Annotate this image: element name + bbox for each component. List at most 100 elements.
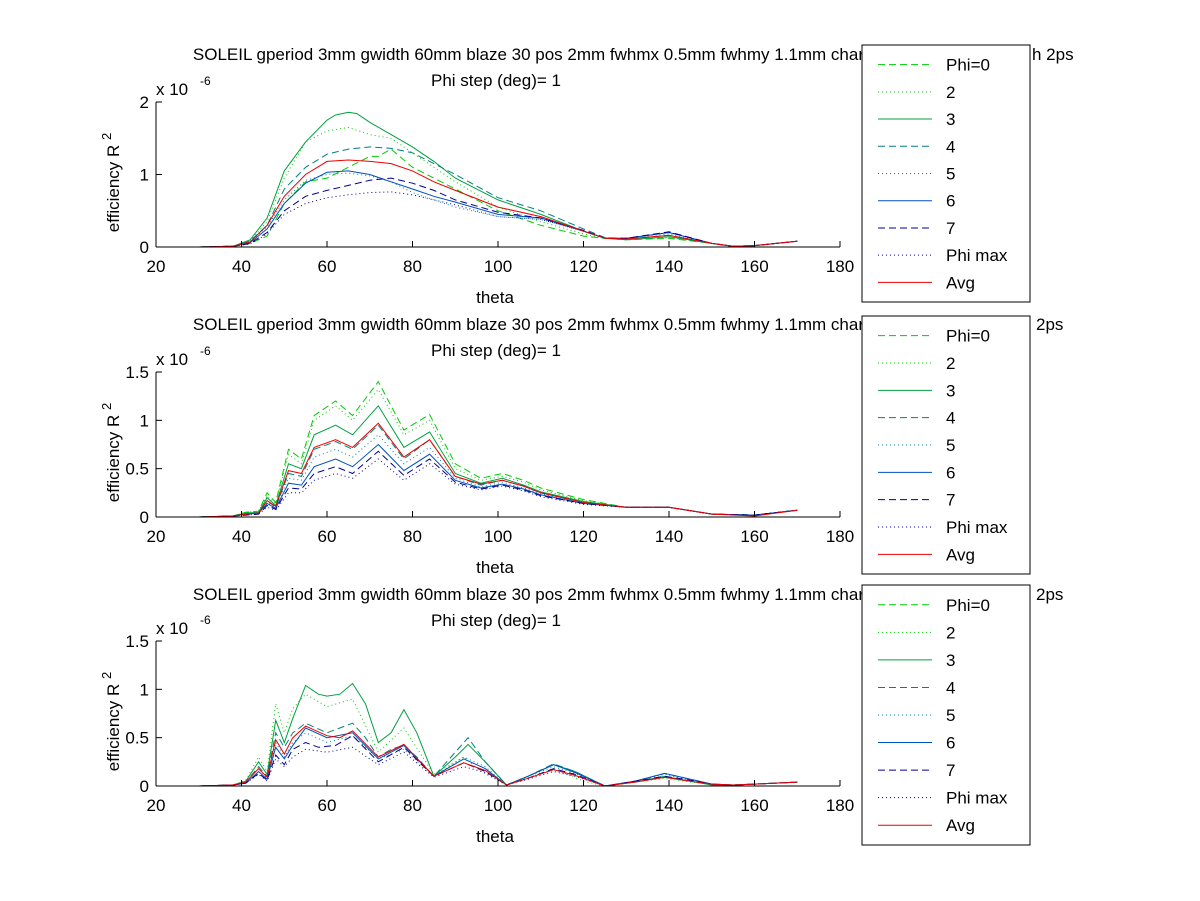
x-tick-label: 40 — [232, 527, 251, 546]
chart-subtitle: Phi step (deg)= 1 — [431, 341, 561, 360]
x-tick-label: 180 — [826, 796, 854, 815]
legend-label: 5 — [946, 706, 955, 725]
legend: Phi=0 2 3 4 5 6 7 Phi max Avg — [861, 584, 1031, 846]
legend-label: Phi=0 — [946, 327, 990, 346]
x-tick-label: 120 — [569, 257, 597, 276]
y-exponent-base: x 10 — [156, 80, 188, 99]
y-tick-label: 1 — [140, 680, 149, 699]
y-exponent-power: -6 — [200, 344, 211, 358]
legend-label: 3 — [946, 110, 955, 129]
legend-label: 4 — [946, 409, 955, 428]
legend-label: 7 — [946, 491, 955, 510]
legend-label: 2 — [946, 623, 955, 642]
legend-label: Phi max — [946, 246, 1008, 265]
y-axis-label-superscript: 2 — [99, 672, 114, 679]
x-tick-label: 60 — [318, 527, 337, 546]
x-tick-label: 180 — [826, 527, 854, 546]
series-line-phi-max — [198, 191, 798, 247]
series-line-4 — [198, 722, 798, 786]
y-axis-label-text: efficiency R — [104, 679, 123, 771]
y-axis-label-text: efficiency R — [104, 410, 123, 502]
series-line-phi-max — [198, 458, 798, 517]
series-line-2 — [198, 388, 798, 517]
x-tick-label: 60 — [318, 257, 337, 276]
series-line-5 — [198, 434, 798, 517]
legend-label: 5 — [946, 436, 955, 455]
legend-label: 6 — [946, 463, 955, 482]
x-axis-label: theta — [476, 558, 514, 577]
series-line-3 — [198, 111, 798, 247]
x-tick-label: 160 — [740, 527, 768, 546]
legend-label: 2 — [946, 354, 955, 373]
chart-1: SOLEIL gperiod 3mm gwidth 60mm blaze 30 … — [99, 44, 1074, 307]
y-exponent-power: -6 — [200, 74, 211, 88]
x-tick-label: 40 — [232, 257, 251, 276]
chart-title: SOLEIL gperiod 3mm gwidth 60mm blaze 30 … — [193, 45, 897, 64]
legend-label: 6 — [946, 734, 955, 753]
y-exponent-power: -6 — [200, 613, 211, 627]
series-line-avg — [198, 159, 798, 247]
y-tick-label: 0 — [140, 508, 149, 527]
legend: Phi=0 2 3 4 5 6 7 Phi max Avg — [861, 44, 1031, 303]
x-axis-label: theta — [476, 288, 514, 307]
x-tick-label: 80 — [403, 527, 422, 546]
x-tick-label: 160 — [740, 796, 768, 815]
x-tick-label: 100 — [484, 257, 512, 276]
series-line-3 — [198, 682, 798, 786]
x-tick-label: 140 — [655, 796, 683, 815]
x-tick-label: 20 — [147, 257, 166, 276]
y-tick-label: 1.5 — [125, 632, 149, 651]
legend-label: 4 — [946, 137, 955, 156]
series-group — [198, 380, 798, 517]
y-tick-label: 1 — [140, 166, 149, 185]
series-group — [198, 111, 798, 247]
y-axis-label-text: efficiency R — [104, 140, 123, 232]
x-tick-label: 20 — [147, 527, 166, 546]
y-axis-label-superscript: 2 — [99, 133, 114, 140]
x-tick-label: 80 — [403, 796, 422, 815]
legend-label: Phi max — [946, 518, 1008, 537]
x-tick-label: 60 — [318, 796, 337, 815]
series-line-5 — [198, 172, 798, 247]
x-tick-label: 140 — [655, 527, 683, 546]
series-line-2 — [198, 693, 798, 786]
chart-subtitle: Phi step (deg)= 1 — [431, 611, 561, 630]
legend-label: 4 — [946, 678, 955, 697]
legend-label: Avg — [946, 273, 975, 292]
y-tick-label: 0.5 — [125, 729, 149, 748]
y-axis-label: efficiency R 2 — [99, 403, 123, 503]
legend-label: 7 — [946, 219, 955, 238]
series-line-4 — [198, 146, 798, 247]
series-line-5 — [198, 732, 798, 786]
y-axis-label-superscript: 2 — [99, 403, 114, 410]
x-axis-label: theta — [476, 827, 514, 846]
y-tick-label: 2 — [140, 93, 149, 112]
legend-label: Avg — [946, 545, 975, 564]
y-axis-label: efficiency R 2 — [99, 672, 123, 772]
chart-title: SOLEIL gperiod 3mm gwidth 60mm blaze 30 … — [193, 585, 897, 604]
x-tick-label: 80 — [403, 257, 422, 276]
y-tick-label: 1.5 — [125, 363, 149, 382]
legend: Phi=0 2 3 4 5 6 7 Phi max Avg — [861, 315, 1031, 575]
x-tick-label: 180 — [826, 257, 854, 276]
x-tick-label: 160 — [740, 257, 768, 276]
x-tick-label: 20 — [147, 796, 166, 815]
series-line-phi-0 — [198, 148, 798, 247]
y-exponent-base: x 10 — [156, 350, 188, 369]
series-line-avg — [198, 422, 798, 517]
legend-label: Avg — [946, 816, 975, 835]
series-line-6 — [198, 170, 798, 247]
series-line-7 — [198, 177, 798, 247]
legend-label: Phi max — [946, 789, 1008, 808]
y-tick-label: 0.5 — [125, 460, 149, 479]
legend-label: 3 — [946, 651, 955, 670]
series-line-avg — [198, 725, 798, 786]
series-group — [198, 682, 798, 786]
legend-label: Phi=0 — [946, 56, 990, 75]
x-tick-label: 140 — [655, 257, 683, 276]
legend-label: Phi=0 — [946, 596, 990, 615]
y-exponent-base: x 10 — [156, 619, 188, 638]
chart-title-tail: 2ps — [1036, 315, 1063, 334]
series-line-2 — [198, 126, 798, 247]
